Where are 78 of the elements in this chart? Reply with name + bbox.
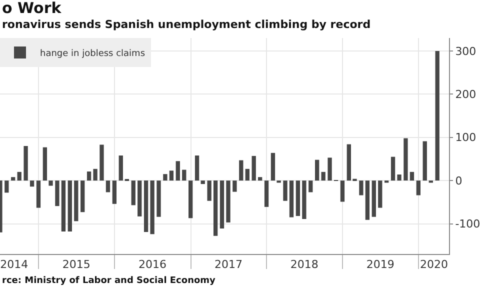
bar [200,180,205,184]
bar [169,170,174,181]
x-tick-label: 2015 [62,258,90,272]
bar [188,180,193,218]
bar [131,180,136,206]
bar [80,180,85,212]
bar [176,161,180,181]
bar [264,180,269,207]
bar [93,168,98,181]
y-tick-label: -100 [455,218,480,231]
bar [258,177,262,181]
bar [359,180,364,196]
bar [100,144,104,181]
text: rce: Ministry of Labor and Social Economy [2,276,216,286]
bar [213,180,218,236]
bar [283,180,288,201]
bar [308,180,313,192]
bar [42,147,48,181]
bar [252,156,256,181]
bar [55,180,60,206]
bar [226,180,230,222]
y-tick-label: 100 [455,131,476,144]
bar [61,180,66,232]
bar [106,180,110,192]
bar [422,141,427,181]
bar [86,171,92,181]
bar [156,180,161,217]
bar [30,180,34,187]
x-tick-label: 2018 [290,258,318,272]
bar [24,146,28,181]
bar [404,138,408,181]
bar [372,180,376,217]
bar [144,180,148,232]
bar [118,156,123,181]
bar [207,180,212,201]
legend-label: hange in jobless claims [40,49,146,60]
bar [321,172,326,181]
bar [416,180,420,196]
bar [302,180,306,220]
x-tick-label: 2017 [214,258,242,272]
bar [328,158,332,181]
bar [138,180,142,216]
bar [36,180,41,208]
bar [378,180,382,208]
y-tick-label: 300 [455,44,476,58]
bar [150,180,154,234]
bar [194,156,200,181]
x-tick-label: 2014 [0,258,28,272]
bar [365,180,370,220]
bar [410,172,414,181]
bar [390,156,396,181]
bar [68,180,72,232]
bar [296,180,300,216]
y-tick-label: 0 [455,174,462,188]
x-tick-label: 2019 [366,258,394,272]
bar [4,180,9,193]
chart-title: o Work [2,0,62,17]
bar [245,168,250,181]
bar [289,180,294,218]
bar [182,170,186,181]
bar [232,180,237,192]
bar [239,160,244,181]
chart-subtitle: ronavirus sends Spanish unemployment climbing by record [2,18,371,31]
bar [435,50,440,181]
bar [315,160,320,181]
bar [163,174,168,181]
bar [74,180,78,222]
x-tick-label: 2020 [420,258,448,272]
bar [340,180,345,202]
bar [270,152,276,181]
bar [11,177,16,181]
bar [48,180,53,186]
bar [397,174,402,181]
bar [220,180,224,229]
bar [112,180,117,204]
y-tick-label: 200 [455,88,476,102]
bar [17,172,22,181]
x-tick-label: 2016 [138,258,167,272]
